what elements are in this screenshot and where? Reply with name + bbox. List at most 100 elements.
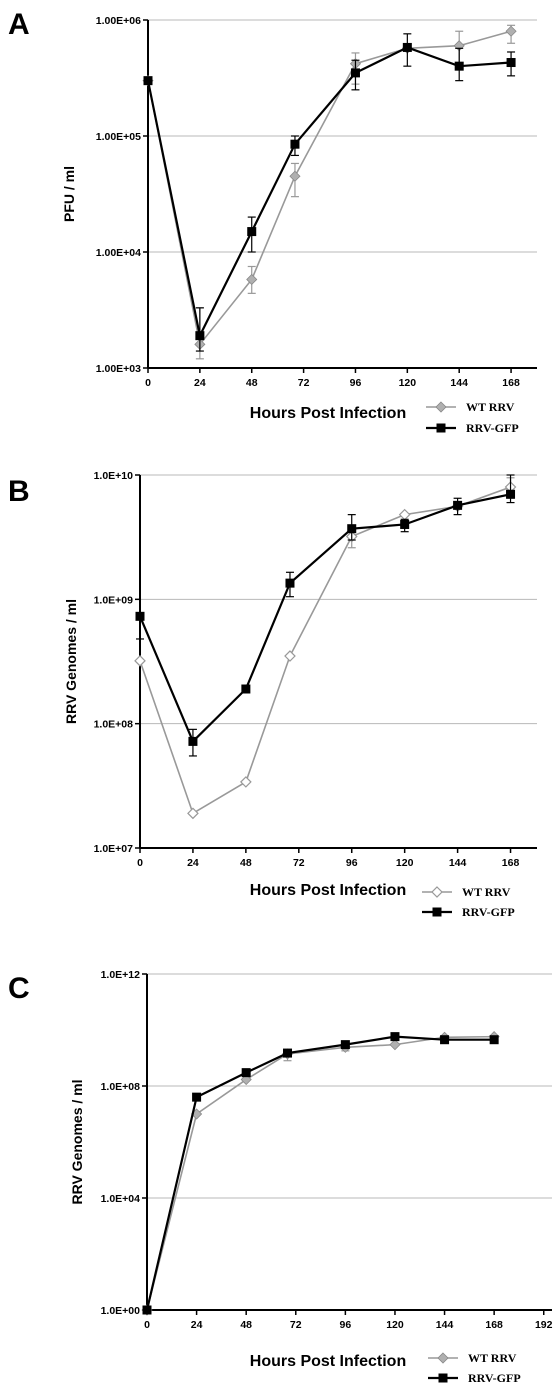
x-tick-label: 48	[246, 377, 258, 389]
legend-label: RRV-GFP	[462, 905, 515, 919]
data-point	[389, 1039, 401, 1051]
y-tick-label: 1.0E+12	[101, 969, 141, 981]
data-point	[400, 519, 410, 529]
x-tick-label: 48	[240, 1319, 252, 1331]
data-point	[289, 170, 301, 182]
series-rrv-gfp	[142, 1032, 499, 1315]
data-point	[247, 227, 257, 237]
series-wt-rrv	[141, 1031, 500, 1316]
chart-panel-b: B 1.0E+07 1.0E+08 1.0E+09 1.0E+10 0 24 48 72 96 12…	[8, 470, 537, 919]
data-point	[134, 655, 146, 667]
panel-letter: A	[8, 8, 30, 41]
y-tick-label: 1.0E+00	[101, 1305, 141, 1317]
y-tick-label: 1.00E+05	[96, 131, 141, 143]
x-tick-label: 144	[449, 857, 467, 869]
y-tick-label: 1.0E+04	[101, 1193, 141, 1205]
y-tick-label: 1.0E+10	[94, 470, 134, 482]
legend-label: WT RRV	[466, 400, 515, 414]
x-tick-label: 144	[450, 377, 468, 389]
y-axis-title: PFU / ml	[61, 166, 77, 222]
y-axis-title: RRV Genomes / ml	[63, 599, 79, 724]
x-tick-label: 72	[290, 1319, 302, 1331]
data-point	[453, 500, 463, 510]
data-point	[505, 25, 517, 37]
x-tick-label: 96	[340, 1319, 352, 1331]
data-point	[340, 1040, 350, 1050]
data-point	[192, 1092, 202, 1102]
data-point	[240, 776, 252, 788]
data-point	[398, 508, 411, 521]
series-line	[145, 1035, 495, 1311]
legend-marker	[438, 1373, 448, 1383]
x-tick-label: 168	[502, 377, 520, 389]
data-point	[440, 1035, 450, 1045]
data-point	[241, 684, 251, 694]
data-point	[135, 611, 145, 621]
x-tick-label: 72	[298, 377, 310, 389]
x-tick-label: 0	[137, 857, 143, 869]
x-tick-label: 96	[346, 857, 358, 869]
y-axis-title: RRV Genomes / ml	[69, 1079, 85, 1204]
legend-marker	[437, 1352, 449, 1364]
series-line	[146, 46, 512, 340]
data-point	[489, 1035, 499, 1045]
y-tick-label: 1.00E+06	[96, 15, 141, 27]
data-point	[347, 524, 357, 534]
x-tick-label: 72	[293, 857, 305, 869]
x-tick-label: 168	[502, 857, 520, 869]
panel-letter: C	[8, 972, 30, 1005]
x-tick-label: 120	[399, 377, 417, 389]
data-point	[285, 578, 295, 588]
y-tick-label: 1.00E+03	[96, 363, 141, 375]
y-tick-label: 1.00E+04	[96, 247, 141, 259]
x-tick-label: 168	[485, 1319, 503, 1331]
x-axis-title: Hours Post Infection	[250, 405, 406, 422]
y-tick-label: 1.0E+09	[94, 594, 134, 606]
data-point	[188, 736, 198, 746]
series-line	[147, 30, 512, 347]
series-wt-rrv	[134, 477, 517, 820]
series-line	[146, 1035, 495, 1311]
x-axis-title: Hours Post Infection	[250, 882, 406, 899]
legend-item: RRV-GFP	[426, 421, 519, 435]
data-point	[390, 1032, 400, 1042]
x-tick-label: 24	[187, 857, 199, 869]
legend-marker	[436, 423, 446, 433]
series-line	[139, 486, 511, 815]
series-line	[138, 493, 511, 744]
legend-item: RRV-GFP	[428, 1371, 521, 1385]
legend-item: WT RRV	[428, 1351, 517, 1365]
y-tick-label: 1.0E+08	[94, 719, 134, 731]
data-point	[187, 807, 199, 820]
x-tick-label: 48	[240, 857, 252, 869]
series-wt-rrv	[142, 24, 517, 360]
x-tick-label: 120	[386, 1319, 404, 1331]
x-tick-label: 120	[396, 857, 414, 869]
x-tick-label: 96	[350, 377, 362, 389]
legend-marker	[435, 401, 447, 413]
chart-panel-a: A 1.00E+03 1.00E+04 1.00E+05 1.00E+06 0 24 48 72…	[8, 8, 537, 435]
legend-label: WT RRV	[462, 885, 511, 899]
x-axis-title: Hours Post Infection	[250, 1353, 406, 1370]
data-point	[195, 331, 205, 341]
series-rrv-gfp	[135, 474, 516, 757]
data-point	[454, 61, 464, 71]
data-point	[143, 76, 153, 86]
x-tick-label: 192	[535, 1319, 553, 1331]
y-tick-label: 1.0E+07	[94, 843, 134, 855]
legend-label: RRV-GFP	[466, 421, 519, 435]
panel-letter: B	[8, 475, 30, 508]
data-point	[402, 42, 412, 52]
series-rrv-gfp	[143, 33, 516, 352]
data-point	[284, 650, 296, 662]
legend-item: RRV-GFP	[422, 905, 515, 919]
chart-panel-c: C 1.0E+00 1.0E+04 1.0E+08 1.0E+12 0 24 48 72 96 12…	[8, 969, 553, 1385]
y-tick-label: 1.0E+08	[101, 1081, 141, 1093]
x-tick-label: 24	[194, 377, 206, 389]
data-point	[506, 489, 516, 499]
x-tick-label: 144	[436, 1319, 454, 1331]
data-point	[246, 273, 258, 286]
data-point	[350, 68, 360, 78]
x-tick-label: 24	[191, 1319, 203, 1331]
